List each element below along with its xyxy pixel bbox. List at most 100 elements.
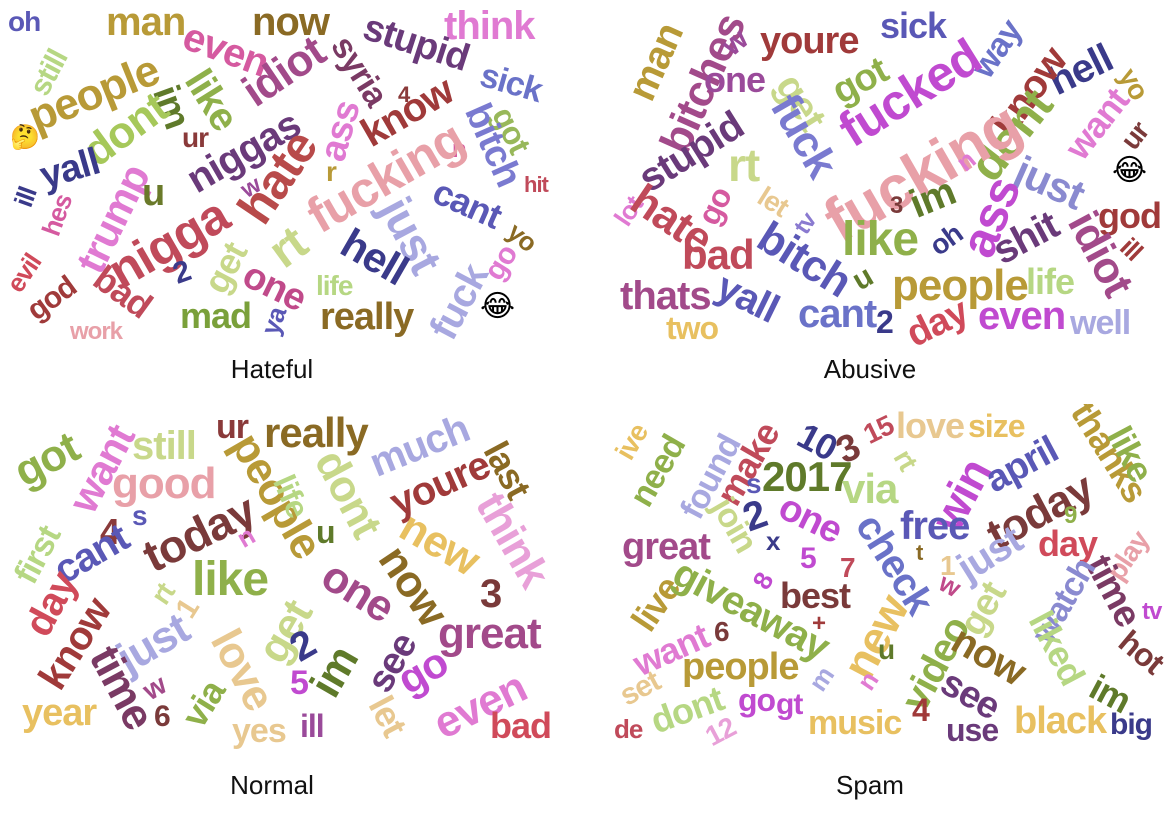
wordcloud: got want still ur really much last good … — [4, 404, 564, 754]
word: still — [132, 424, 197, 468]
word: two — [666, 310, 719, 346]
word: hes — [35, 190, 79, 240]
wordcloud: man bitches w youre sick way one get got… — [610, 2, 1170, 352]
word: ill — [8, 183, 43, 211]
word: s — [132, 500, 148, 531]
word: 3 — [480, 572, 502, 616]
word: 4 — [100, 511, 120, 552]
word: life — [316, 270, 353, 301]
word: ur — [216, 408, 249, 446]
word: youre — [760, 20, 859, 62]
word: thats — [620, 274, 712, 318]
word: 6 — [714, 616, 730, 647]
word: music — [808, 704, 902, 742]
word: big — [1110, 708, 1153, 741]
word: tv — [1142, 598, 1162, 625]
word: bad — [490, 705, 552, 746]
word: really — [320, 296, 414, 338]
word: people — [682, 646, 799, 688]
word: hit — [524, 172, 549, 197]
word: 7 — [840, 552, 856, 583]
word: sick — [880, 5, 947, 46]
word: n — [452, 136, 467, 163]
word: 4 — [398, 82, 410, 107]
wordcloud-panel-hateful: oh man now think still people even stupi… — [4, 2, 564, 352]
word: 2 — [876, 304, 894, 340]
word: oh — [8, 6, 41, 37]
word: even — [978, 294, 1066, 338]
panel-caption: Normal — [230, 770, 314, 800]
word: + — [812, 610, 826, 637]
word: well — [1070, 304, 1131, 342]
word: 5 — [290, 664, 309, 702]
panel-caption: Hateful — [230, 354, 314, 384]
word: 6 — [154, 700, 171, 733]
word: black — [1014, 700, 1107, 742]
tears-of-joy-emoji-icon: 😂 — [1112, 154, 1148, 187]
word: u — [878, 634, 895, 665]
word: via — [842, 465, 898, 512]
word: u — [142, 172, 165, 214]
word: one — [704, 59, 766, 100]
word: s — [746, 468, 762, 499]
word: 15 — [858, 409, 899, 450]
word: good — [112, 459, 217, 508]
wordcloud-panel-normal: got want still ur really much last good … — [4, 404, 564, 754]
word: ill — [1114, 231, 1149, 267]
word: ur — [182, 122, 209, 153]
panel-caption: Abusive — [823, 354, 917, 384]
word: yes — [232, 712, 287, 750]
wordcloud-panel-abusive: man bitches w youre sick way one get got… — [610, 2, 1170, 352]
wordcloud-panel-spam: ive need found make 10 3 15 love size th… — [610, 404, 1170, 754]
word: life — [1026, 261, 1075, 302]
tears-of-joy-emoji-icon: 😂 — [480, 290, 516, 323]
thinking-face-emoji-icon: 🤔 — [10, 124, 40, 151]
word: day — [1038, 523, 1098, 564]
word: t — [916, 540, 923, 565]
word: use — [946, 712, 999, 748]
word: liked — [1020, 604, 1094, 692]
word: 5 — [800, 542, 817, 575]
word: mad — [180, 295, 252, 336]
word: hot — [1111, 623, 1170, 681]
word: yall — [35, 140, 105, 198]
wordcloud: ive need found make 10 3 15 love size th… — [610, 404, 1170, 754]
word: x — [766, 526, 781, 556]
word: love — [896, 405, 965, 446]
word: think — [444, 4, 536, 48]
word: great — [622, 526, 711, 568]
word: people — [892, 261, 1029, 310]
word: like — [192, 553, 269, 606]
word: free — [900, 504, 970, 548]
word: rt — [728, 139, 760, 191]
word: ill — [300, 708, 325, 744]
word: gt — [776, 688, 803, 721]
word: cant — [798, 292, 877, 336]
word: 2017 — [762, 453, 852, 500]
word: 3 — [890, 192, 903, 219]
wordcloud: oh man now think still people even stupi… — [4, 2, 564, 352]
word: de — [614, 714, 643, 744]
word: rt — [887, 444, 924, 476]
word: work — [70, 318, 123, 345]
word: 9 — [1064, 502, 1077, 529]
word: like — [842, 213, 919, 266]
word: now — [252, 2, 330, 44]
panel-caption: Spam — [836, 770, 904, 800]
word: m — [802, 661, 840, 697]
word: god — [1098, 195, 1162, 236]
word: year — [22, 692, 97, 734]
word: bad — [682, 231, 755, 278]
word: really — [264, 409, 369, 456]
word: let — [360, 688, 416, 743]
word: go — [738, 682, 776, 718]
word: best — [780, 575, 851, 616]
word: 1 — [940, 550, 956, 581]
word: great — [438, 609, 542, 658]
word: u — [316, 514, 336, 550]
word: man — [106, 2, 186, 44]
word: fuck — [760, 86, 847, 186]
word: size — [968, 408, 1025, 444]
word: 4 — [912, 692, 930, 728]
word: r — [326, 156, 337, 187]
